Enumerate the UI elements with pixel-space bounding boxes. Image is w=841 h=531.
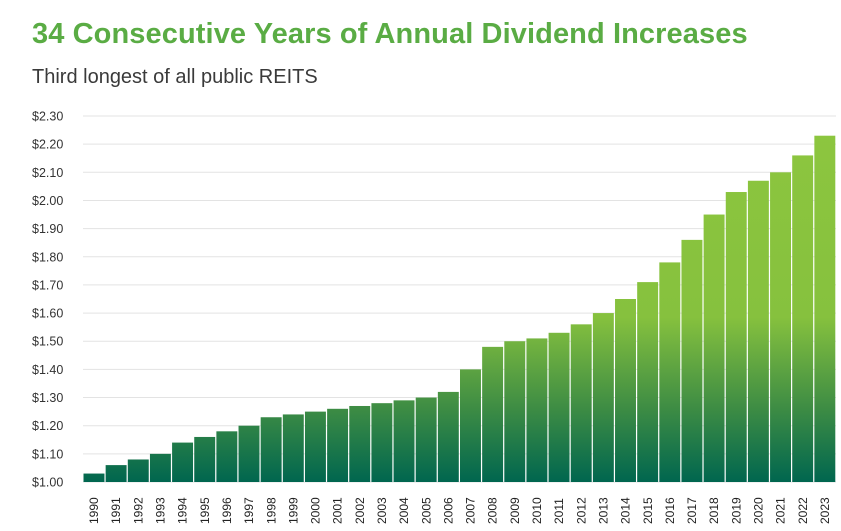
bar-2017 <box>681 239 703 482</box>
bar-2018 <box>703 214 725 483</box>
bar-2009 <box>504 341 526 482</box>
bar-2022 <box>792 155 814 482</box>
x-tick-label: 1993 <box>154 497 168 524</box>
bar-1998 <box>260 417 282 482</box>
x-tick-label: 2023 <box>818 497 832 524</box>
bar-1991 <box>105 465 127 482</box>
bar-2005 <box>415 397 437 482</box>
x-tick-label: 1994 <box>176 497 190 524</box>
bar-2001 <box>327 408 349 482</box>
y-tick-label: $1.00 <box>32 476 63 490</box>
y-axis-ticks: $1.00 $1.10 $1.20 $1.30 $1.40 $1.50 $1.60 $1.70… <box>32 110 63 490</box>
bars <box>83 135 836 483</box>
bar-2020 <box>747 180 769 482</box>
x-tick-label: 2019 <box>729 497 743 524</box>
bar-2006 <box>437 391 459 482</box>
bar-2008 <box>482 346 504 482</box>
bar-1996 <box>216 431 238 482</box>
x-tick-label: 1997 <box>242 497 256 524</box>
y-tick-label: $1.80 <box>32 250 63 264</box>
x-tick-label: 2013 <box>596 497 610 524</box>
x-tick-label: 2022 <box>796 497 810 524</box>
bar-1997 <box>238 425 260 482</box>
x-tick-label: 2008 <box>486 497 500 524</box>
x-tick-label: 2015 <box>641 497 655 524</box>
y-tick-label: $2.10 <box>32 166 63 180</box>
bar-2000 <box>304 411 326 482</box>
x-tick-label: 2004 <box>397 497 411 524</box>
x-tick-label: 2007 <box>464 497 478 524</box>
x-tick-label: 2011 <box>552 498 566 524</box>
x-tick-label: 2005 <box>419 497 433 524</box>
x-tick-label: 2012 <box>574 497 588 524</box>
x-tick-label: 2018 <box>707 497 721 524</box>
chart-subtitle: Third longest of all public REITS <box>32 66 318 88</box>
bar-2002 <box>349 405 371 482</box>
bar-2007 <box>460 369 481 482</box>
bar-1993 <box>149 453 171 482</box>
bar-2015 <box>637 282 659 482</box>
x-tick-label: 1996 <box>220 497 234 524</box>
y-tick-label: $2.00 <box>32 194 63 208</box>
x-tick-label: 1990 <box>87 497 101 524</box>
y-tick-label: $1.50 <box>32 335 63 349</box>
bar-2014 <box>615 299 636 482</box>
y-tick-label: $2.20 <box>32 138 63 152</box>
y-tick-label: $1.70 <box>32 278 63 292</box>
x-axis-ticks: 1990 1991 1992 1993 1994 1995 1996 1997 1998 1999… <box>87 497 832 524</box>
x-tick-label: 2006 <box>441 497 455 524</box>
x-tick-label: 2016 <box>663 497 677 524</box>
x-tick-label: 1991 <box>109 497 123 524</box>
bar-1990 <box>83 473 105 482</box>
bar-1994 <box>172 442 194 482</box>
y-tick-label: $1.40 <box>32 363 63 377</box>
bar-2019 <box>725 192 747 482</box>
x-tick-label: 2009 <box>508 497 522 524</box>
bar-2016 <box>659 262 681 482</box>
y-tick-label: $1.20 <box>32 419 63 433</box>
x-tick-label: 1998 <box>264 497 278 524</box>
y-tick-label: $1.90 <box>32 222 63 236</box>
x-tick-label: 2020 <box>751 497 765 524</box>
x-tick-label: 2021 <box>774 497 788 524</box>
x-tick-label: 2010 <box>530 497 544 524</box>
x-tick-label: 2017 <box>685 497 699 524</box>
x-tick-label: 2003 <box>375 497 389 524</box>
y-tick-label: $1.60 <box>32 307 63 321</box>
chart-title: 34 Consecutive Years of Annual Dividend … <box>32 18 748 50</box>
bar-2012 <box>570 324 592 482</box>
bar-2023 <box>814 135 836 482</box>
bar-2013 <box>592 313 614 482</box>
x-tick-label: 2001 <box>331 497 345 524</box>
y-tick-label: $1.30 <box>32 391 63 405</box>
x-tick-label: 1992 <box>131 497 145 524</box>
bar-2010 <box>526 338 548 482</box>
bar-2011 <box>548 332 570 482</box>
y-tick-label: $2.30 <box>32 110 63 124</box>
bar-1995 <box>194 436 216 482</box>
x-tick-label: 1995 <box>198 497 212 524</box>
bar-2004 <box>393 400 415 482</box>
bar-2003 <box>371 403 393 482</box>
x-tick-label: 2000 <box>309 497 323 524</box>
bar-1999 <box>282 414 304 482</box>
x-tick-label: 1999 <box>286 497 300 524</box>
bar-2021 <box>770 172 792 483</box>
y-tick-label: $1.10 <box>32 447 63 461</box>
bar-1992 <box>127 459 149 482</box>
x-tick-label: 2014 <box>619 497 633 524</box>
x-tick-label: 2002 <box>353 497 367 524</box>
